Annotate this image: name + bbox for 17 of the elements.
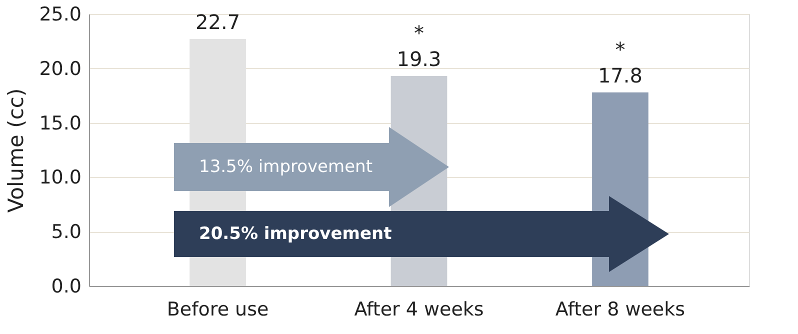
y-tick-label: 0.0 [51, 276, 82, 298]
x-tick-label: After 8 weeks [555, 298, 686, 320]
y-tick-label: 20.0 [39, 58, 82, 80]
y-axis-title: Volume (cc) [4, 88, 28, 213]
x-tick-label: Before use [166, 298, 269, 320]
y-tick-label: 15.0 [39, 112, 82, 134]
annotation: * [615, 37, 626, 62]
data-label: 19.3 [396, 47, 442, 72]
y-tick-label: 5.0 [51, 221, 82, 244]
data-label: 17.8 [598, 63, 642, 88]
y-tick-label: 10.0 [39, 166, 82, 189]
x-tick-label: After 4 weeks [354, 298, 484, 320]
y-tick-label: 25.0 [39, 4, 82, 26]
annotation: * [414, 21, 424, 46]
annotation: 13.5% improvement [199, 157, 373, 177]
data-label: 22.7 [196, 10, 240, 34]
annotation: 20.5% improvement [199, 224, 392, 244]
